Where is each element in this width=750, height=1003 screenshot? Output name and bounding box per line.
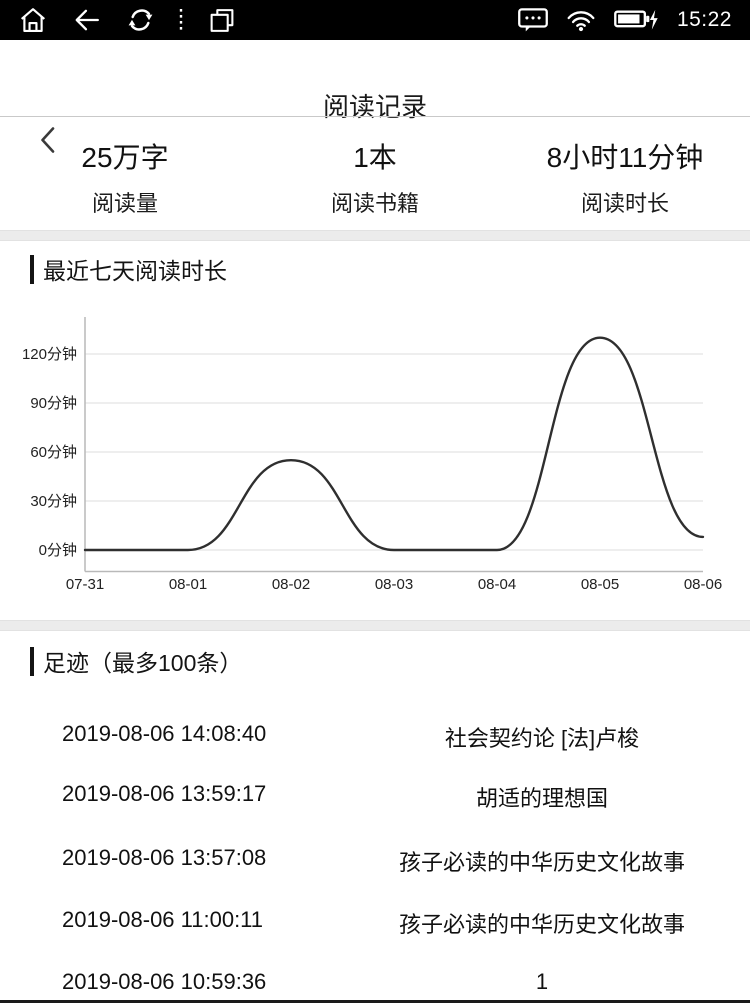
- status-bar-left: [18, 6, 237, 34]
- footprint-timestamp: 2019-08-06 14:08:40: [62, 721, 267, 746]
- recent-apps-icon[interactable]: [207, 6, 237, 34]
- refresh-icon[interactable]: [126, 6, 155, 34]
- wifi-icon: [566, 8, 596, 32]
- footprint-book-title: 社会契约论 [法]卢梭: [444, 726, 640, 751]
- reading-stats: 25万字 阅读量 1本 阅读书籍 8小时11分钟 阅读时长: [0, 117, 750, 230]
- footprint-timestamp: 2019-08-06 10:59:36: [62, 969, 267, 994]
- y-axis-tick-label: 120分钟: [22, 346, 77, 363]
- footprint-row[interactable]: 2019-08-06 10:59:36 1: [0, 969, 750, 995]
- messages-icon: [518, 7, 548, 33]
- footprint-row[interactable]: 2019-08-06 14:08:40 社会契约论 [法]卢梭: [0, 721, 750, 751]
- section-title-text: 最近七天阅读时长: [43, 258, 227, 284]
- footprint-book-title: 孩子必读的中华历史文化故事: [398, 850, 685, 875]
- section-title-marker: [30, 254, 34, 284]
- y-axis-tick-label: 60分钟: [30, 444, 77, 461]
- footprint-book-title: 1: [535, 969, 549, 994]
- stat-words-read: 25万字 阅读量: [0, 117, 250, 230]
- stat-value: 8小时11分钟: [546, 142, 704, 173]
- y-axis-tick-label: 30分钟: [30, 493, 77, 510]
- section-title-marker: [30, 646, 34, 676]
- status-bar-right: 15:22: [518, 7, 732, 33]
- x-axis-tick-label: 07-31: [66, 576, 104, 593]
- battery-charging-icon: [614, 9, 659, 31]
- footprint-row[interactable]: 2019-08-06 13:57:08 孩子必读的中华历史文化故事: [0, 845, 750, 875]
- x-axis-tick-label: 08-05: [581, 576, 619, 593]
- back-arrow-icon[interactable]: [72, 6, 102, 34]
- home-icon[interactable]: [18, 6, 48, 34]
- footprints-section-title: 足迹（最多100条）: [30, 644, 242, 678]
- section-title-text: 足迹（最多100条）: [43, 650, 243, 676]
- page-header: 阅读记录: [0, 40, 750, 153]
- x-axis-tick-label: 08-02: [272, 576, 310, 593]
- chart-section-title: 最近七天阅读时长: [30, 252, 227, 286]
- stat-value: 25万字: [81, 142, 169, 173]
- stat-books-read: 1本 阅读书籍: [250, 117, 500, 230]
- stat-label: 阅读时长: [580, 191, 669, 216]
- x-axis-tick-label: 08-06: [684, 576, 722, 593]
- clock-time: 15:22: [676, 8, 732, 31]
- stat-value: 1本: [353, 142, 397, 173]
- stat-reading-time: 8小时11分钟 阅读时长: [500, 117, 750, 230]
- x-axis-tick-label: 08-01: [169, 576, 207, 593]
- status-bar: 15:22: [0, 0, 750, 40]
- reading-duration-chart: 0分钟 30分钟 60分钟 90分钟 120分钟 07-31 08-01 08-02 08-03…: [22, 317, 722, 593]
- footprint-row[interactable]: 2019-08-06 13:59:17 胡适的理想国: [0, 781, 750, 811]
- bottom-edge-bar: [0, 1000, 750, 1003]
- footprint-timestamp: 2019-08-06 13:57:08: [62, 845, 267, 870]
- x-axis-tick-label: 08-03: [375, 576, 413, 593]
- back-button[interactable]: [36, 126, 62, 154]
- page-title: 阅读记录: [322, 92, 427, 122]
- header-divider: [0, 116, 750, 117]
- chart-line: [83, 336, 705, 552]
- stat-label: 阅读书籍: [330, 191, 419, 216]
- stat-label: 阅读量: [91, 191, 158, 216]
- footprint-book-title: 孩子必读的中华历史文化故事: [398, 912, 685, 937]
- y-axis-tick-label: 0分钟: [39, 542, 77, 559]
- x-axis-tick-label: 08-04: [478, 576, 516, 593]
- section-divider-band: [0, 620, 750, 631]
- divider-dotted-icon: [179, 6, 183, 34]
- section-divider-band: [0, 230, 750, 241]
- footprint-book-title: 胡适的理想国: [475, 786, 608, 811]
- footprint-timestamp: 2019-08-06 11:00:11: [62, 907, 264, 932]
- footprint-timestamp: 2019-08-06 13:59:17: [62, 781, 267, 806]
- footprint-row[interactable]: 2019-08-06 11:00:11 孩子必读的中华历史文化故事: [0, 907, 750, 937]
- y-axis-tick-label: 90分钟: [30, 395, 77, 412]
